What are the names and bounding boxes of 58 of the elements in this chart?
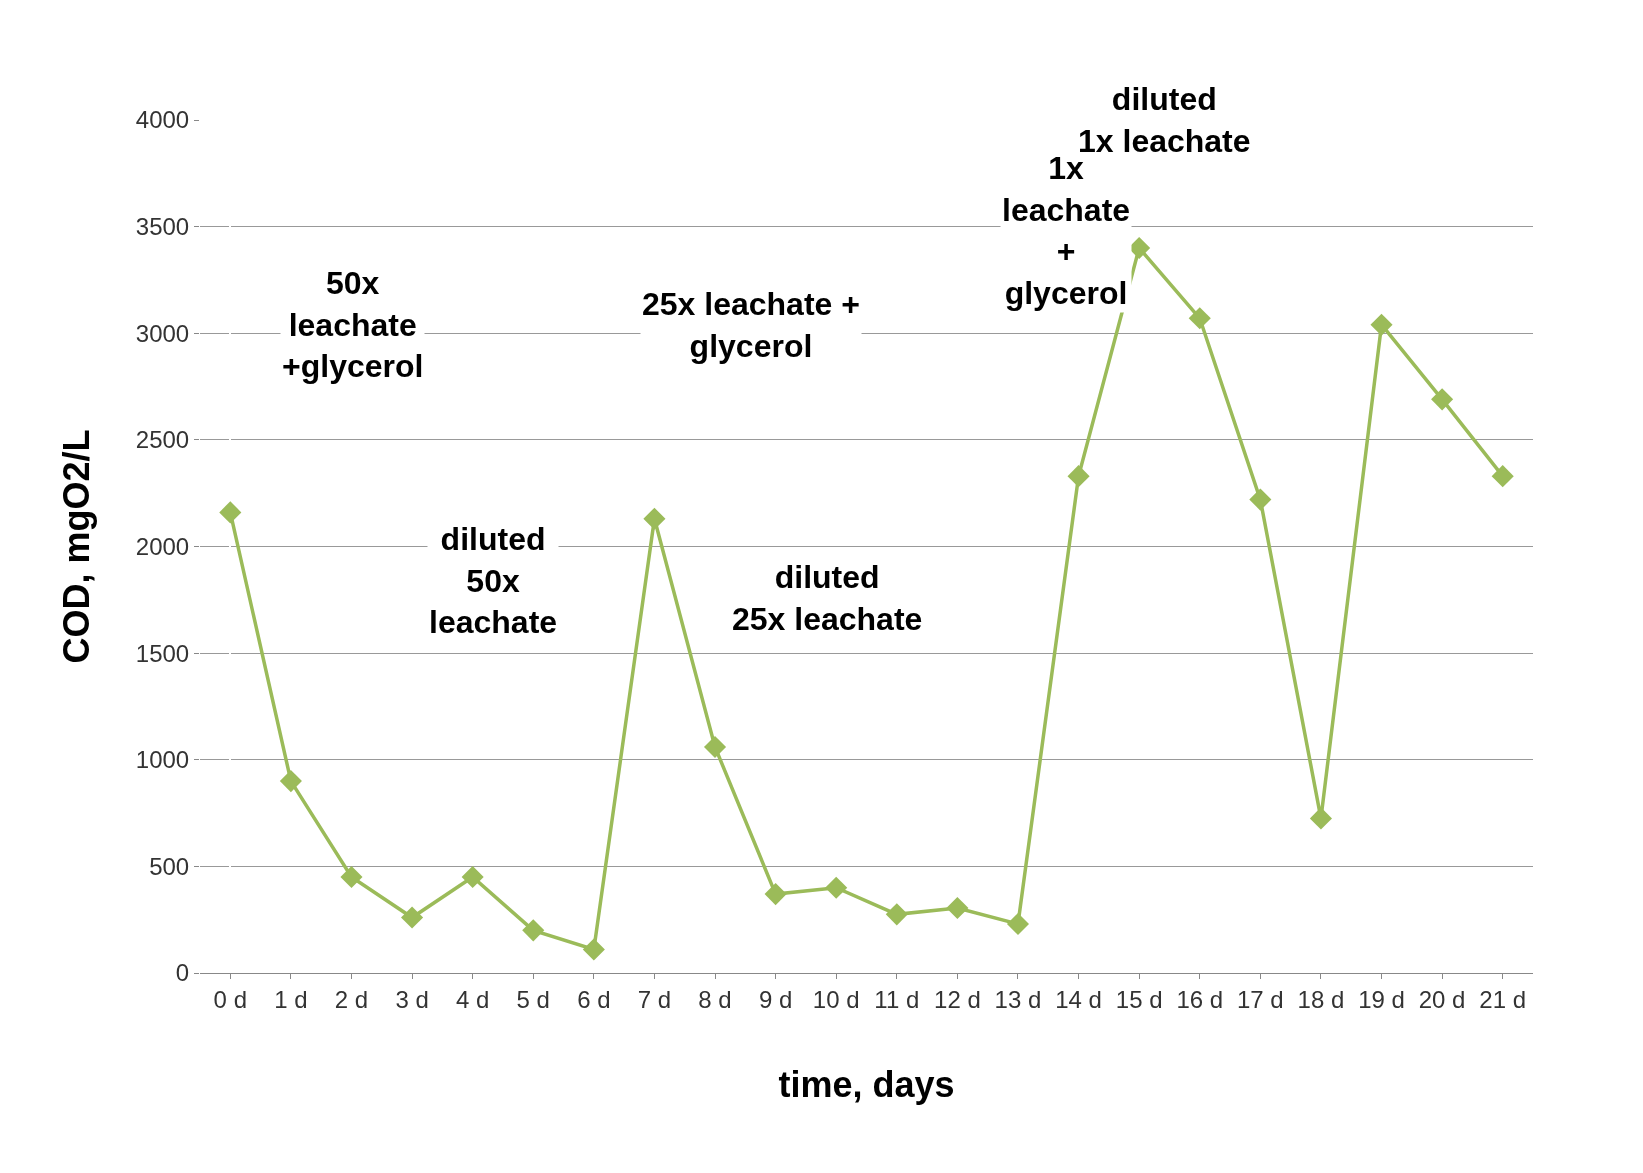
point [825, 876, 848, 899]
point [764, 883, 787, 906]
y-tick-label: 500 [149, 852, 190, 880]
x-axis-title: time, days [778, 1064, 955, 1106]
point [643, 507, 666, 530]
x-tick-label: 5 d [516, 985, 550, 1013]
point [1370, 313, 1393, 336]
x-tick-label: 9 d [758, 985, 793, 1013]
y-tick-label: 0 [175, 959, 190, 987]
y-tick-label: 2000 [135, 532, 190, 560]
point [461, 865, 484, 889]
y-tick-label: 2500 [135, 426, 190, 454]
x-tick-label: 16 d [1176, 985, 1224, 1013]
y-tick-label: 1500 [135, 639, 190, 667]
x-tick-label: 3 d [395, 985, 429, 1013]
annotation: 25x leachate + glycerol [642, 286, 860, 364]
point [1067, 465, 1090, 488]
point [703, 735, 727, 759]
y-axis-title: COD, mgO2/L [55, 429, 97, 664]
x-tick-label: 17 d [1236, 985, 1284, 1013]
x-tick-label: 6 d [577, 985, 611, 1013]
y-tick-label: 3000 [135, 319, 190, 347]
x-tick-label: 20 d [1418, 985, 1466, 1013]
point [885, 903, 908, 926]
point [582, 938, 605, 961]
x-tick-label: 8 d [698, 985, 732, 1013]
x-tick-label: 15 d [1115, 985, 1163, 1013]
x-tick-label: 18 d [1297, 985, 1345, 1013]
point [1249, 488, 1272, 511]
x-tick-label: 13 d [994, 985, 1042, 1013]
point [1188, 307, 1211, 330]
x-tick-label: 1 d [274, 985, 308, 1013]
annotation: diluted 25x leachate [732, 559, 923, 637]
y-tick-label: 3500 [135, 213, 190, 241]
point [946, 896, 969, 920]
annotation: 50x leachate +glycerol [282, 265, 424, 385]
point [401, 906, 424, 929]
annotation: diluted 50x leachate [429, 521, 558, 641]
x-tick-label: 12 d [934, 985, 981, 1013]
point [1309, 807, 1332, 830]
point [219, 501, 242, 524]
x-tick-label: 2 d [334, 985, 369, 1013]
point [1006, 912, 1030, 935]
x-tick-label: 14 d [1055, 985, 1102, 1013]
x-tick-label: 0 d [213, 985, 247, 1013]
x-tick-label: 21 d [1479, 985, 1527, 1013]
x-tick-label: 7 d [637, 985, 672, 1013]
x-tick-label: 4 d [455, 985, 490, 1013]
point [522, 919, 545, 942]
point [1491, 465, 1514, 488]
x-tick-label: 10 d [812, 985, 860, 1013]
point [1431, 388, 1454, 411]
point [279, 770, 302, 793]
y-tick-label: 1000 [135, 746, 190, 774]
y-tick-label: 4000 [135, 106, 190, 134]
x-tick-label: 19 d [1358, 985, 1405, 1013]
x-tick-label: 11 d [874, 985, 920, 1013]
point [340, 865, 363, 889]
